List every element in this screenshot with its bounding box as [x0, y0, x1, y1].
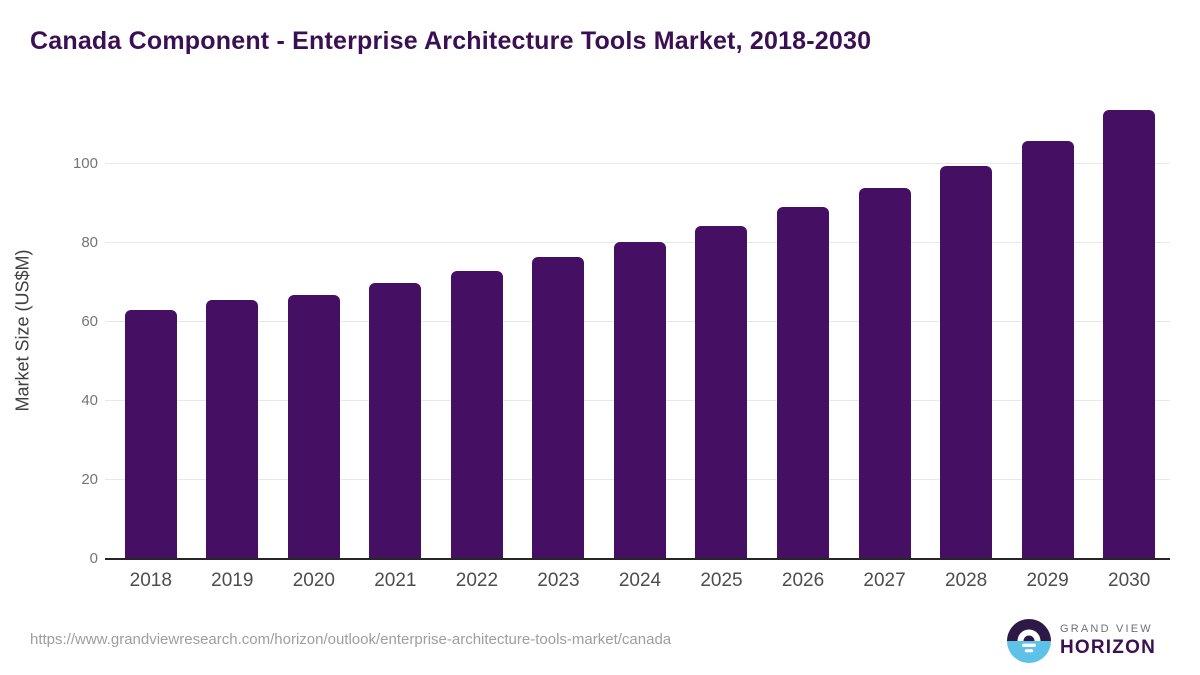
bar-2024 — [613, 242, 666, 558]
bar-2021 — [369, 282, 422, 558]
bar-slot-2020 — [273, 100, 355, 558]
x-tick-label-2021: 2021 — [374, 570, 417, 591]
bar-2025 — [695, 225, 748, 558]
bar-slot-2030 — [1088, 100, 1170, 558]
x-tick-label-2030: 2030 — [1108, 570, 1151, 591]
bar-2026 — [777, 207, 830, 558]
bar-2020 — [287, 295, 340, 558]
logo-text: GRAND VIEW HORIZON — [1060, 623, 1156, 659]
bar-slot-2026 — [762, 100, 844, 558]
x-tick-label-2018: 2018 — [129, 570, 172, 591]
bar-slot-2029 — [1007, 100, 1089, 558]
y-tick-label-20: 20 — [81, 471, 98, 489]
logo-product-line: HORIZON — [1059, 637, 1156, 658]
bar-slot-2019 — [192, 100, 274, 558]
x-tick-label-2023: 2023 — [537, 570, 580, 591]
bar-series — [110, 100, 1170, 558]
bar-2027 — [858, 188, 911, 558]
bar-slot-2027 — [844, 100, 926, 558]
y-tick-label-40: 40 — [81, 392, 98, 410]
grandview-horizon-logo: GRAND VIEW HORIZON — [1006, 619, 1156, 663]
bar-slot-2023 — [518, 100, 600, 558]
bar-2029 — [1021, 140, 1074, 558]
x-tick-label-2020: 2020 — [292, 570, 335, 591]
gridline-100 — [105, 163, 1170, 165]
y-tick-label-100: 100 — [72, 155, 98, 173]
y-tick-label-80: 80 — [81, 234, 98, 252]
y-axis-ticks: 0 20 40 60 80 100 — [0, 100, 98, 566]
x-axis-line — [105, 558, 1170, 560]
x-tick-label-2025: 2025 — [700, 570, 743, 591]
bar-slot-2018 — [110, 100, 192, 558]
y-tick-label-60: 60 — [81, 313, 98, 331]
horizon-sunset-icon — [1006, 619, 1051, 663]
bar-slot-2024 — [599, 100, 681, 558]
x-tick-label-2027: 2027 — [863, 570, 906, 591]
bar-slot-2025 — [681, 100, 763, 558]
bar-2028 — [940, 165, 993, 558]
x-tick-label-2024: 2024 — [618, 570, 662, 591]
x-tick-label-2026: 2026 — [781, 570, 825, 591]
plot-area — [105, 100, 1170, 560]
bar-2019 — [206, 300, 259, 558]
x-tick-label-2028: 2028 — [944, 570, 988, 591]
bar-slot-2028 — [925, 100, 1007, 558]
bar-2018 — [124, 310, 177, 558]
bar-slot-2021 — [355, 100, 437, 558]
x-tick-label-2029: 2029 — [1026, 570, 1069, 591]
x-tick-label-2022: 2022 — [455, 570, 499, 591]
bar-slot-2022 — [436, 100, 518, 558]
x-tick-label-2019: 2019 — [211, 570, 254, 591]
source-url: https://www.grandviewresearch.com/horizo… — [30, 631, 672, 648]
bar-2023 — [532, 257, 585, 558]
y-tick-label-0: 0 — [89, 550, 98, 567]
x-axis-labels: 2018 2019 2020 2021 2022 2023 2024 2025 2026 2027… — [110, 570, 1170, 592]
chart-title: Canada Component - Enterprise Architectu… — [30, 27, 872, 55]
bar-2030 — [1103, 110, 1156, 558]
bar-2022 — [450, 270, 503, 558]
logo-brand-line: GRAND VIEW — [1059, 623, 1153, 635]
